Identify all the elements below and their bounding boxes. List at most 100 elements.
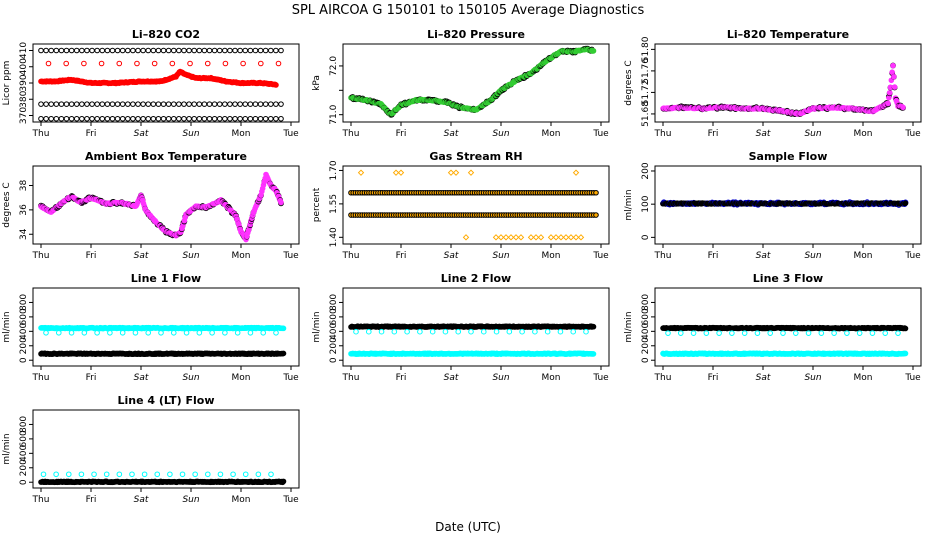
- data-point: [63, 115, 70, 122]
- data-point: [232, 101, 238, 107]
- data-point: [183, 329, 190, 336]
- data-point: [280, 325, 287, 332]
- data-point: [165, 115, 172, 122]
- data-point: [741, 330, 748, 336]
- plot-frame: [654, 165, 922, 245]
- data-layer: [348, 323, 597, 357]
- x-tick-label: Sat: [444, 373, 459, 383]
- data-point: [677, 330, 684, 336]
- data-point: [242, 471, 249, 478]
- data-point: [53, 471, 59, 478]
- series-rh-low-points: [462, 234, 585, 241]
- x-tick-label: Sat: [134, 129, 149, 139]
- data-point: [169, 60, 176, 67]
- data-point: [81, 329, 88, 336]
- plot-frame: [342, 43, 610, 123]
- x-tick-label: Fri: [86, 495, 97, 505]
- data-point: [48, 101, 55, 107]
- x-tick-label: Sun: [804, 373, 821, 383]
- data-point: [267, 101, 274, 107]
- data-point: [217, 471, 224, 478]
- data-point: [79, 47, 85, 54]
- data-point: [230, 471, 236, 478]
- x-tick-label: Sun: [182, 373, 199, 383]
- data-point: [43, 115, 49, 122]
- plot-frame: [32, 287, 300, 367]
- data-point: [84, 101, 90, 107]
- data-point: [397, 169, 405, 176]
- plot-frame: [32, 43, 300, 123]
- data-point: [79, 101, 85, 107]
- y-tick-label: 380: [19, 90, 29, 107]
- y-tick-label: 38: [19, 180, 29, 192]
- data-point: [68, 47, 75, 54]
- data-point: [890, 62, 896, 69]
- data-point: [125, 47, 131, 54]
- x-tick-label: Mon: [542, 251, 561, 261]
- data-layer: [38, 471, 287, 486]
- data-point: [129, 471, 135, 478]
- data-point: [891, 73, 897, 80]
- x-tick-label: Sat: [444, 129, 459, 139]
- data-point: [114, 115, 121, 122]
- panel-title: Gas Stream RH: [429, 150, 522, 163]
- data-point: [237, 115, 243, 122]
- series-line3-main: [660, 324, 909, 332]
- data-point: [155, 47, 162, 54]
- x-tick-label: Mon: [854, 373, 873, 383]
- data-point: [43, 47, 49, 54]
- data-layer: [348, 45, 597, 118]
- data-point: [103, 471, 110, 478]
- data-point: [186, 47, 192, 54]
- data-point: [68, 329, 75, 336]
- data-point: [492, 234, 500, 241]
- data-point: [40, 471, 47, 478]
- data-point: [53, 47, 60, 54]
- data-point: [78, 471, 85, 478]
- data-point: [552, 234, 560, 241]
- data-point: [160, 115, 167, 122]
- data-point: [255, 471, 262, 478]
- data-point: [378, 328, 385, 335]
- data-point: [160, 47, 167, 54]
- data-point: [278, 115, 284, 122]
- y-tick-label: 600: [19, 430, 29, 447]
- data-point: [262, 47, 269, 54]
- data-point: [267, 47, 274, 54]
- data-point: [94, 101, 100, 107]
- x-tick-label: Mon: [232, 495, 251, 505]
- data-point: [187, 60, 193, 67]
- y-axis-label: ml/min: [624, 189, 634, 220]
- data-point: [181, 115, 187, 122]
- x-tick-label: Tue: [592, 129, 609, 139]
- data-point: [191, 47, 197, 54]
- y-tick-label: 200: [19, 459, 29, 476]
- data-point: [480, 328, 487, 335]
- data-point: [211, 101, 218, 107]
- data-point: [222, 60, 229, 67]
- data-point: [155, 115, 162, 122]
- data-point: [68, 115, 75, 122]
- data-point: [567, 234, 575, 241]
- data-point: [447, 169, 455, 176]
- x-tick-label: Mon: [542, 373, 561, 383]
- x-tick-label: Mon: [232, 373, 251, 383]
- series-line1-main: [38, 324, 287, 332]
- x-tick-label: Sun: [182, 129, 199, 139]
- data-point: [45, 60, 52, 67]
- series-line2-low: [348, 350, 597, 357]
- series-rh-upper: [348, 189, 599, 196]
- y-tick-label: 51.68: [641, 101, 651, 127]
- data-point: [462, 234, 470, 241]
- series-line1-dips: [43, 329, 279, 336]
- y-tick-label: 410: [19, 42, 29, 59]
- data-point: [242, 47, 249, 54]
- data-point: [119, 101, 126, 107]
- data-point: [165, 101, 172, 107]
- data-point: [135, 47, 141, 54]
- data-point: [63, 47, 70, 54]
- data-point: [902, 325, 909, 332]
- data-point: [902, 200, 909, 206]
